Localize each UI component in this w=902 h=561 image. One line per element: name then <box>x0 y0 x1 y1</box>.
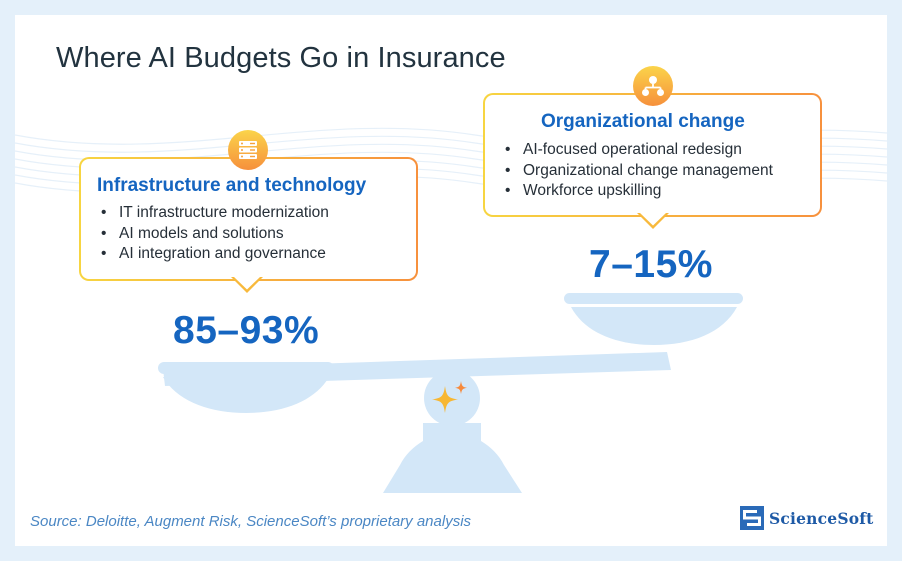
left-pan-bowl <box>163 377 329 413</box>
list-item: AI integration and governance <box>97 244 329 265</box>
scale-pivot <box>424 370 480 426</box>
left-pan-rim <box>158 362 334 374</box>
list-item: AI models and solutions <box>97 224 329 245</box>
right-pan-rim <box>564 293 743 304</box>
page-title: Where AI Budgets Go in Insurance <box>56 42 506 74</box>
infrastructure-heading: Infrastructure and technology <box>97 175 367 196</box>
list-item: IT infrastructure modernization <box>97 203 329 224</box>
infrastructure-share: 85–93% <box>173 309 320 352</box>
list-item: Organizational change management <box>501 161 773 182</box>
balance-scale-illustration <box>158 293 743 493</box>
right-pan-bowl <box>571 307 737 345</box>
infrastructure-list: IT infrastructure modernization AI model… <box>97 203 329 265</box>
infrastructure-callout-tail <box>231 277 263 293</box>
scale-base <box>383 423 522 493</box>
list-item: Workforce upskilling <box>501 181 773 202</box>
logo-text: ScienceSoft <box>769 509 874 528</box>
source-note: Source: Deloitte, Augment Risk, ScienceS… <box>30 513 472 530</box>
sparkle-icon <box>432 381 467 413</box>
organizational-share: 7–15% <box>589 243 713 286</box>
sciencesoft-logo-mark <box>740 506 764 530</box>
infographic-card: Where AI Budgets Go in Insurance <box>15 15 887 546</box>
organizational-callout-tail <box>637 213 669 229</box>
list-item: AI-focused operational redesign <box>501 140 773 161</box>
organizational-heading: Organizational change <box>541 111 745 132</box>
org-chart-icon <box>633 66 673 106</box>
server-icon <box>228 130 268 170</box>
organizational-list: AI-focused operational redesign Organiza… <box>501 140 773 202</box>
